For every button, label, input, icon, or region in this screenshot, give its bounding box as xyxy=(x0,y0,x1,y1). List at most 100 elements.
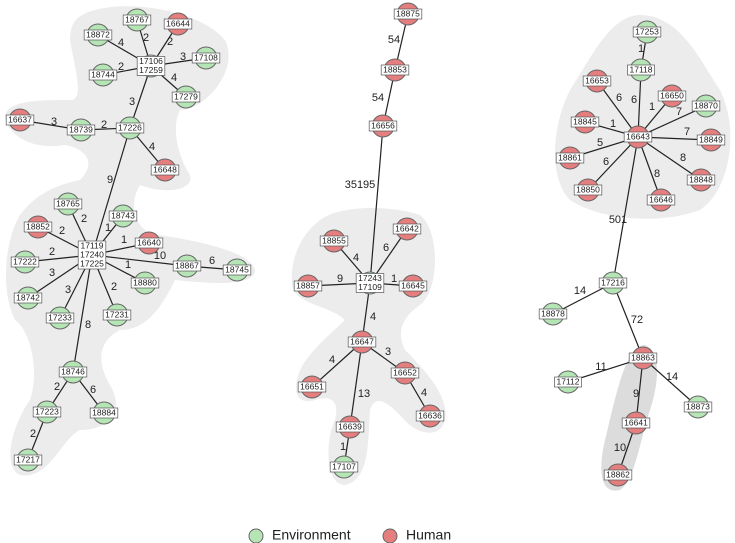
node-label: 16644 xyxy=(166,18,190,28)
node-label-box xyxy=(66,124,96,136)
node-label: 17253 xyxy=(635,26,659,36)
edge-weight: 54 xyxy=(388,34,400,46)
node-label: 18848 xyxy=(689,174,713,184)
node-label: 18739 xyxy=(69,124,93,134)
node-label-box xyxy=(398,280,428,292)
node-label: 18857 xyxy=(296,280,320,290)
node-label: 18765 xyxy=(56,198,80,208)
node-label: 17225 xyxy=(80,258,104,268)
node-label-box xyxy=(89,407,119,419)
node-label-box xyxy=(163,18,193,30)
node-label: 17222 xyxy=(13,256,37,266)
node-label: 18853 xyxy=(383,64,407,74)
node-label-box xyxy=(77,240,107,270)
node-label: 18867 xyxy=(175,260,199,270)
node-label: 18863 xyxy=(631,352,655,362)
edge-weight: 7 xyxy=(676,106,682,118)
edge-weight: 14 xyxy=(574,285,586,297)
node-label: 18743 xyxy=(111,210,135,220)
node-label: 18873 xyxy=(686,401,710,411)
node-label-box xyxy=(355,273,385,293)
node-label-box xyxy=(23,221,53,233)
node-label: 16647 xyxy=(350,336,374,346)
node-label: 16651 xyxy=(300,381,324,391)
edge-weight: 4 xyxy=(118,37,124,49)
edge-weight: 13 xyxy=(358,388,370,400)
node-label: 17109 xyxy=(358,282,382,292)
node-label: 16636 xyxy=(418,410,442,420)
node-label: 17217 xyxy=(16,454,40,464)
edge-weight: 3 xyxy=(49,267,55,279)
edge-weight: 3 xyxy=(129,96,135,108)
node-label-box xyxy=(130,277,160,289)
edge-weight: 1 xyxy=(610,118,616,130)
node-label: 16637 xyxy=(8,114,32,124)
nodes: 18767 16644188721710617259171081874417279… xyxy=(5,2,726,487)
node-label-box xyxy=(58,366,88,378)
node-label: 17259 xyxy=(139,65,163,75)
cluster-area xyxy=(5,6,255,476)
node-label: 16642 xyxy=(395,223,419,233)
edge-weight: 9 xyxy=(633,388,639,400)
node-label-box xyxy=(555,152,585,164)
edge-weight: 7 xyxy=(684,126,690,138)
node-label-box xyxy=(646,194,676,206)
node-label: 17231 xyxy=(105,309,129,319)
node-label: 18742 xyxy=(16,292,40,302)
edge xyxy=(72,254,93,373)
node-label: 16653 xyxy=(585,75,609,85)
node-label-box xyxy=(368,120,398,132)
node-label-box xyxy=(696,134,726,146)
node-label: 18767 xyxy=(125,14,149,24)
node-label-box xyxy=(122,14,152,26)
edge-weight: 8 xyxy=(654,168,660,180)
node-label: 16650 xyxy=(660,90,684,100)
node-label-box xyxy=(415,410,445,422)
node-label-box xyxy=(335,421,365,433)
edge xyxy=(369,125,384,284)
node-label: 16640 xyxy=(137,237,161,247)
node-label-box xyxy=(623,131,653,143)
edge-weight: 6 xyxy=(209,255,215,267)
edge xyxy=(596,80,639,138)
edge-weight: 1 xyxy=(649,101,655,113)
node-label: 17118 xyxy=(629,64,652,74)
edge-weight: 6 xyxy=(603,156,609,168)
node-label-box xyxy=(329,461,359,473)
node-label: 18850 xyxy=(576,184,600,194)
edge-weight: 1 xyxy=(391,273,397,285)
node-label-box xyxy=(134,237,164,249)
node-label-box xyxy=(293,280,323,292)
node-label: 18849 xyxy=(699,134,723,144)
node-label-box xyxy=(582,75,612,87)
node-label: 17216 xyxy=(601,277,625,287)
node-label-box xyxy=(598,277,628,289)
edge-weight: 3 xyxy=(180,51,186,63)
node-label: 17108 xyxy=(194,52,218,62)
edge-weight: 2 xyxy=(81,213,87,225)
node-label: 17226 xyxy=(118,122,142,132)
node-label: 16641 xyxy=(624,417,648,427)
node-label: 16643 xyxy=(626,131,650,141)
node-label: 16652 xyxy=(393,367,417,377)
edge xyxy=(349,341,363,428)
node-label-box xyxy=(102,309,132,321)
edge-weight: 11 xyxy=(595,361,606,373)
node-label-box xyxy=(621,417,651,429)
node-label-box xyxy=(632,26,662,38)
node-label-box xyxy=(683,401,713,413)
edge xyxy=(91,254,188,267)
node-label: 18878 xyxy=(541,308,565,318)
edge-weight: 1 xyxy=(340,441,346,453)
edge-weight: 4 xyxy=(149,141,155,153)
node-label-box xyxy=(393,8,423,20)
edge-weight: 2 xyxy=(59,225,65,237)
node-label-box xyxy=(570,116,600,128)
edge-weight: 6 xyxy=(90,384,96,396)
node-label-box xyxy=(115,122,145,134)
node-label-box xyxy=(380,64,410,76)
node-label: 17223 xyxy=(35,406,59,416)
node-label-box xyxy=(686,174,716,186)
edge-weight: 3 xyxy=(385,346,391,358)
edge-weight: 5 xyxy=(597,137,603,149)
